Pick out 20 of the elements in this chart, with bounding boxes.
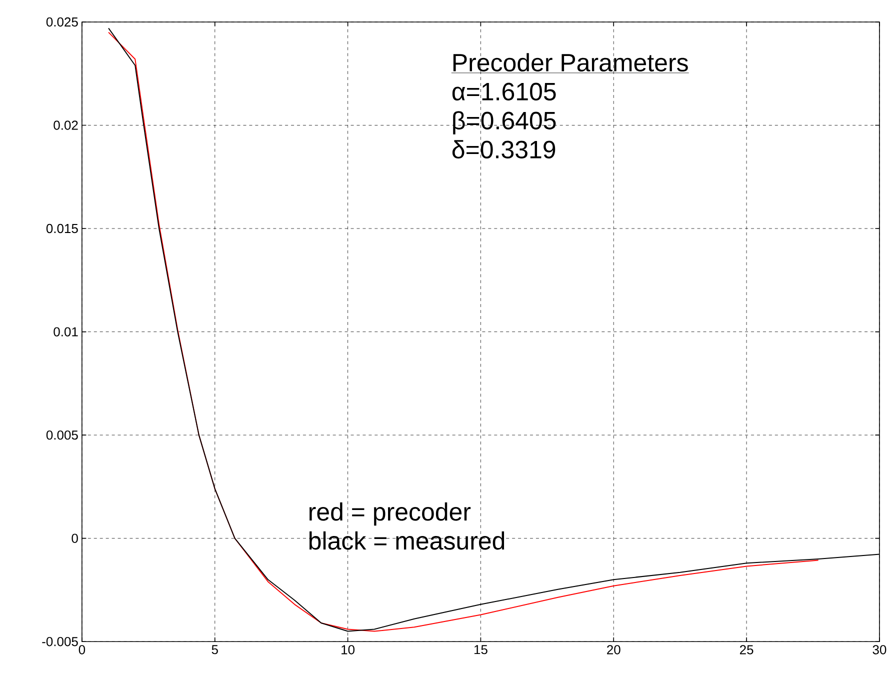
- annotation: black = measured: [309, 532, 504, 550]
- y-tick-label: 0.02: [54, 120, 78, 130]
- y-tick-label: 0: [72, 534, 78, 544]
- x-tick-label: 30: [872, 645, 886, 655]
- annotation: β=0.6405: [453, 111, 556, 135]
- y-tick-label: 0.01: [54, 327, 78, 337]
- y-tick-label: 0.015: [46, 224, 78, 234]
- annotation: δ=0.3319: [452, 140, 556, 159]
- annotation: α=1.6105: [452, 83, 556, 101]
- y-tick-label: -0.005: [42, 637, 78, 646]
- x-tick-label: 20: [607, 645, 620, 655]
- annotation: red = precoder: [310, 502, 471, 526]
- x-tick-label: 0: [78, 645, 86, 655]
- x-tick-label: 5: [212, 645, 218, 654]
- x-tick-label: 25: [740, 645, 754, 655]
- y-tick-label: 0.025: [46, 18, 78, 27]
- y-tick-label: 0.005: [46, 430, 78, 440]
- annotation: Precoder Parameters: [453, 53, 688, 72]
- x-tick-label: 10: [342, 645, 354, 655]
- x-tick-label: 15: [474, 645, 488, 654]
